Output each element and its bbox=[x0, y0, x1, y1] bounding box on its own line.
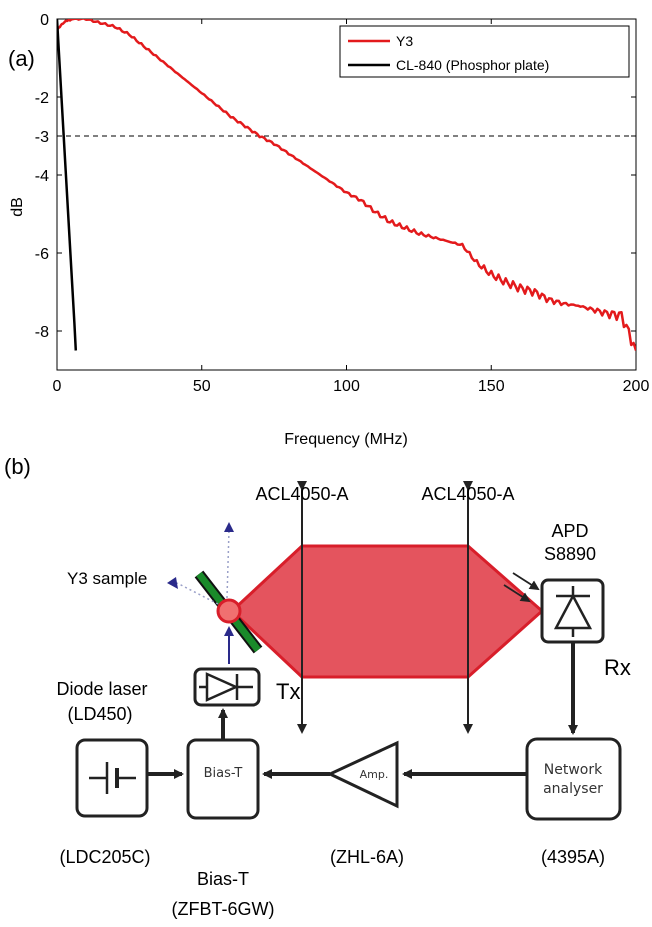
analyser-text-line1: Network bbox=[544, 762, 603, 778]
lens-2-label: ACL4050-A bbox=[421, 484, 514, 504]
amplifier-icon bbox=[326, 740, 399, 809]
series-line-y3 bbox=[57, 19, 636, 351]
y-axis-label: dB bbox=[9, 197, 26, 217]
y-tick-label: -3 bbox=[35, 129, 49, 146]
analyser-text-line2: analyser bbox=[543, 781, 603, 797]
scatter-line-up bbox=[226, 529, 230, 599]
x-tick-label: 150 bbox=[478, 378, 505, 395]
panel-a: (a) 0 50 100 150 200 0 -2 -3 -4 -6 -8 Frequency (… bbox=[8, 12, 649, 448]
apd-model-label: S8890 bbox=[544, 544, 596, 564]
network-analyser-box bbox=[525, 737, 622, 821]
amp-model-label: (ZHL-6A) bbox=[330, 847, 404, 867]
x-tick-label: 100 bbox=[333, 378, 360, 395]
x-axis-label: Frequency (MHz) bbox=[284, 431, 408, 448]
apd-label: APD bbox=[551, 521, 588, 541]
legend-label-cl840: CL-840 (Phosphor plate) bbox=[396, 57, 549, 73]
y-ticks: 0 -2 -3 -4 -6 -8 bbox=[35, 12, 636, 341]
sample-label: Y3 sample bbox=[67, 569, 147, 588]
amp-text: Amp. bbox=[360, 768, 389, 781]
laser-label: Diode laser bbox=[56, 679, 147, 699]
scatter-arrowhead-left bbox=[167, 577, 178, 589]
series-line-cl840 bbox=[57, 19, 78, 351]
x-tick-label: 0 bbox=[53, 378, 62, 395]
light-arrow-1 bbox=[512, 572, 540, 591]
analyser-model-label: (4395A) bbox=[541, 847, 605, 867]
ldc-box bbox=[75, 738, 149, 818]
y-tick-label: -2 bbox=[35, 90, 49, 107]
bias-t-label: Bias-T bbox=[197, 869, 249, 889]
lens-1-label: ACL4050-A bbox=[255, 484, 348, 504]
tx-label: Tx bbox=[276, 679, 300, 704]
light-arrow-2 bbox=[503, 584, 531, 603]
sample-spot bbox=[216, 598, 242, 624]
x-tick-label: 50 bbox=[193, 378, 211, 395]
legend-box bbox=[339, 25, 630, 78]
panel-b: (b) ACL4050-A ACL4050-A Y3 sample APD S8… bbox=[4, 454, 631, 919]
x-tick-label: 200 bbox=[623, 378, 650, 395]
x-ticks: 0 50 100 150 200 bbox=[53, 19, 650, 395]
legend-label-y3: Y3 bbox=[396, 33, 413, 49]
scatter-arrowhead-up bbox=[224, 522, 234, 532]
y-tick-label: -6 bbox=[35, 246, 49, 263]
series-group bbox=[57, 19, 636, 351]
rx-label: Rx bbox=[604, 655, 631, 680]
bias-t-model-label: (ZFBT-6GW) bbox=[172, 899, 275, 919]
ldc-label: (LDC205C) bbox=[59, 847, 150, 867]
panel-a-label: (a) bbox=[8, 46, 35, 71]
legend: Y3 CL-840 (Phosphor plate) bbox=[339, 25, 630, 78]
y-tick-label: -8 bbox=[35, 324, 49, 341]
y-tick-label: 0 bbox=[40, 12, 49, 29]
panel-b-label: (b) bbox=[4, 454, 31, 479]
light-beam bbox=[229, 544, 545, 679]
laser-model-label: (LD450) bbox=[67, 704, 132, 724]
diode-laser-box bbox=[193, 667, 261, 707]
bias-t-box-text: Bias-T bbox=[204, 766, 243, 781]
y-tick-label: -4 bbox=[35, 168, 49, 185]
